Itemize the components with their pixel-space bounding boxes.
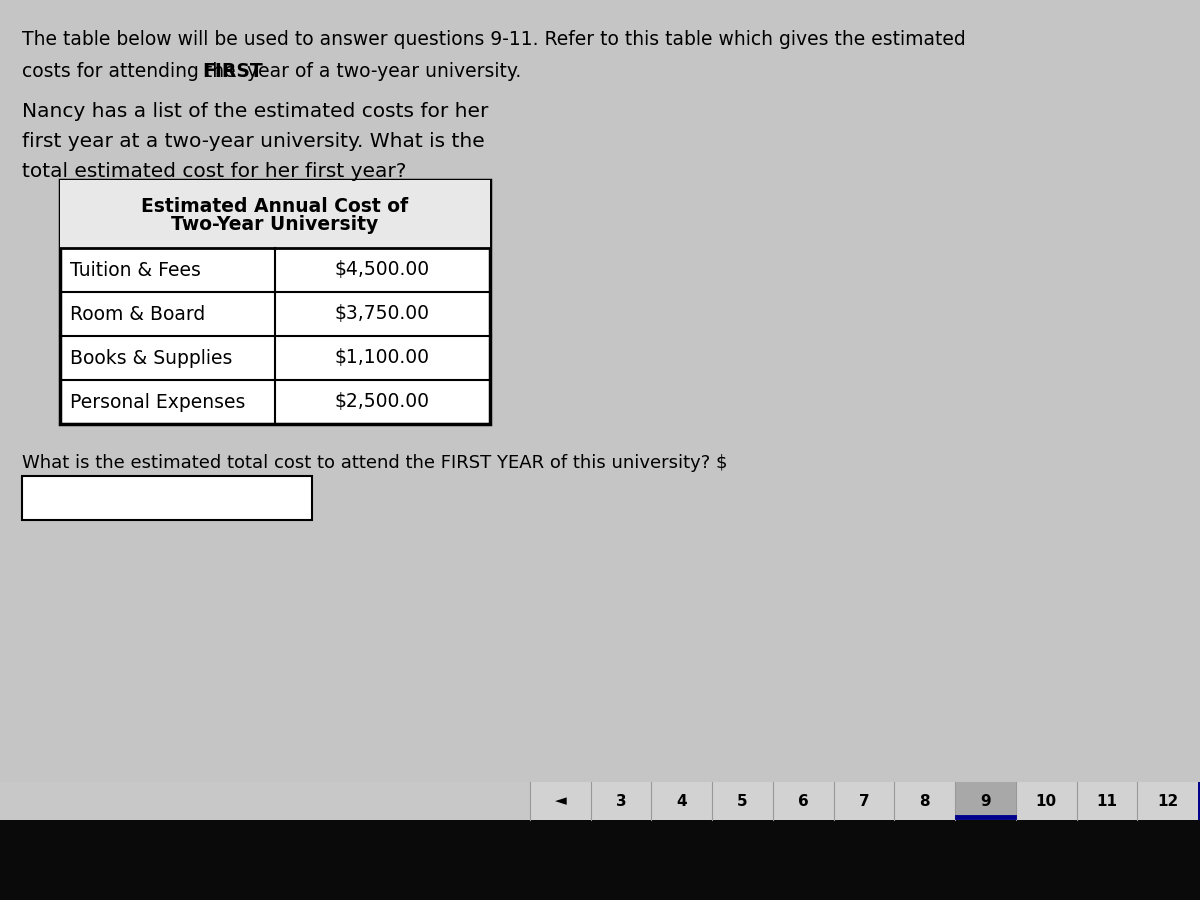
Text: 3: 3 xyxy=(616,794,626,808)
Bar xyxy=(0,782,1200,820)
Text: 9: 9 xyxy=(980,794,991,808)
Text: Nancy has a list of the estimated costs for her: Nancy has a list of the estimated costs … xyxy=(22,102,488,121)
Text: Books & Supplies: Books & Supplies xyxy=(70,348,233,367)
Text: What is the estimated total cost to attend the FIRST YEAR of this university? $: What is the estimated total cost to atte… xyxy=(22,454,727,472)
Bar xyxy=(22,476,312,520)
Text: costs for attending the: costs for attending the xyxy=(22,62,241,81)
Text: Room & Board: Room & Board xyxy=(70,304,205,323)
Text: 4: 4 xyxy=(677,794,688,808)
Bar xyxy=(60,180,490,424)
Text: Estimated Annual Cost of: Estimated Annual Cost of xyxy=(142,196,408,215)
Text: Personal Expenses: Personal Expenses xyxy=(70,392,245,411)
Bar xyxy=(1198,782,1200,820)
Text: Two-Year University: Two-Year University xyxy=(172,214,379,233)
Text: $4,500.00: $4,500.00 xyxy=(335,260,430,280)
Text: 8: 8 xyxy=(919,794,930,808)
Bar xyxy=(955,782,1016,820)
Text: ◄: ◄ xyxy=(554,794,566,808)
Text: $1,100.00: $1,100.00 xyxy=(335,348,430,367)
Text: year of a two-year university.: year of a two-year university. xyxy=(241,62,522,81)
Text: 5: 5 xyxy=(737,794,748,808)
Text: 10: 10 xyxy=(1036,794,1057,808)
Bar xyxy=(530,782,1198,820)
Text: total estimated cost for her first year?: total estimated cost for her first year? xyxy=(22,162,407,181)
Text: $2,500.00: $2,500.00 xyxy=(335,392,430,411)
Text: 11: 11 xyxy=(1097,794,1117,808)
Text: Tuition & Fees: Tuition & Fees xyxy=(70,260,200,280)
Text: 6: 6 xyxy=(798,794,809,808)
Bar xyxy=(0,820,1200,900)
Text: $3,750.00: $3,750.00 xyxy=(335,304,430,323)
Text: 12: 12 xyxy=(1157,794,1178,808)
Text: FIRST: FIRST xyxy=(202,62,263,81)
Text: The table below will be used to answer questions 9-11. Refer to this table which: The table below will be used to answer q… xyxy=(22,30,966,49)
Text: 7: 7 xyxy=(859,794,869,808)
Text: first year at a two-year university. What is the: first year at a two-year university. Wha… xyxy=(22,132,485,151)
Bar xyxy=(60,180,490,248)
